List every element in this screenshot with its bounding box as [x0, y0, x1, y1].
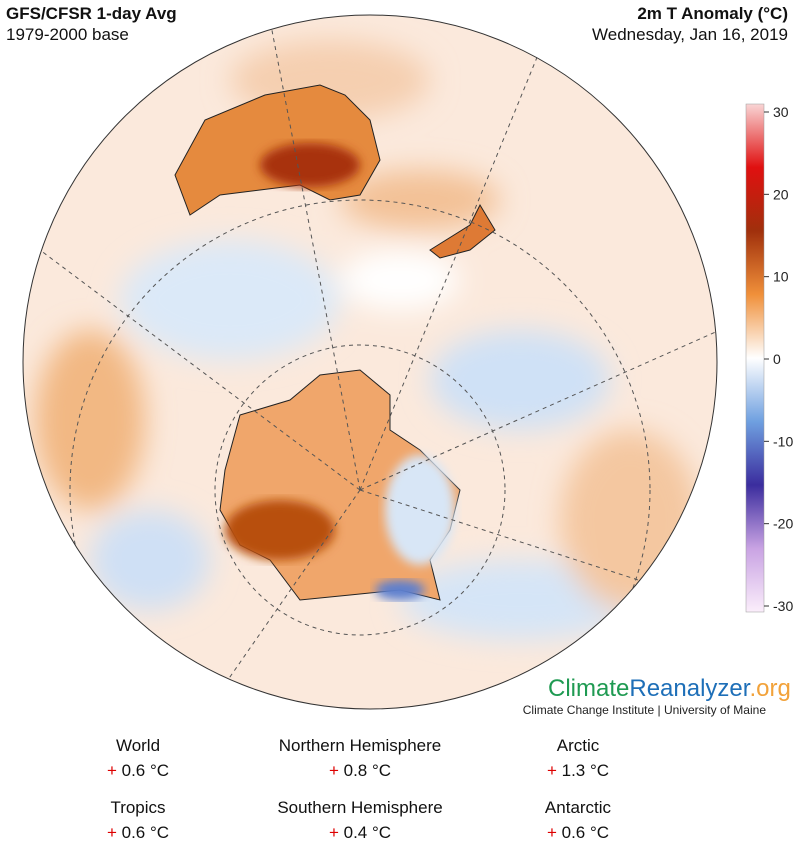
stat-region: Tropics	[110, 798, 166, 817]
stat: Tropics + 0.6 °C	[28, 798, 248, 846]
stat-value-row: + 1.3 °C	[468, 761, 688, 786]
globe	[23, 15, 717, 709]
variable: 2m T Anomaly (°C)	[637, 4, 788, 23]
stat-value: 0.6 °C	[121, 761, 170, 780]
stat: World + 0.6 °C	[28, 736, 248, 786]
stat-region-row: Northern Hemisphere	[250, 736, 470, 761]
stat-region-row: Antarctic	[468, 798, 688, 823]
stat-value: 0.6 °C	[121, 823, 170, 842]
stat-value: 1.3 °C	[561, 761, 610, 780]
colorbar-tick-label: 30	[773, 104, 789, 120]
stat-sign: +	[546, 761, 557, 780]
stat-region: World	[115, 736, 161, 755]
stat-value: 0.4 °C	[343, 823, 392, 842]
stat-sign: +	[328, 823, 339, 842]
stat-value-row: + 0.6 °C	[28, 761, 248, 786]
date: Wednesday, Jan 16, 2019	[592, 25, 788, 44]
stat-region-row: Tropics	[28, 798, 248, 823]
logo: ClimateReanalyzer.org	[548, 675, 791, 702]
stat-value-row: + 0.8 °C	[250, 761, 470, 786]
colorbar-tick-label: 0	[773, 351, 781, 367]
stat: Arctic + 1.3 °C	[468, 736, 688, 786]
map: ClimateReanalyzer.org Climate Change Ins…	[22, 14, 793, 717]
new-zealand	[429, 203, 496, 259]
colorbar-tick-label: -20	[773, 516, 793, 532]
stat-value: 0.6 °C	[561, 823, 610, 842]
stat: Northern Hemisphere + 0.8 °C	[250, 736, 470, 786]
colorbar-tick-label: 10	[773, 269, 789, 285]
stat-sign: +	[106, 823, 117, 842]
colorbar	[745, 103, 765, 613]
subtitle: 1979-2000 base	[6, 25, 129, 44]
stat-value-row: + 0.6 °C	[28, 823, 248, 846]
stat: Antarctic + 0.6 °C	[468, 798, 688, 846]
globe-outline	[22, 14, 718, 710]
stat-sign: +	[106, 761, 117, 780]
stat-value-row: + 0.6 °C	[468, 823, 688, 846]
colorbar-tick-label: -10	[773, 433, 793, 449]
stat-region: Southern Hemisphere	[277, 798, 443, 817]
stat-region: Antarctic	[544, 798, 612, 817]
stat-sign: +	[328, 761, 339, 780]
stat-region-row: World	[28, 736, 248, 761]
title: GFS/CFSR 1-day Avg	[6, 4, 177, 23]
stat-region: Northern Hemisphere	[278, 736, 442, 755]
colorbar-tick-label: 20	[773, 186, 789, 202]
stat-value-row: + 0.4 °C	[250, 823, 470, 846]
stat-sign: +	[546, 823, 557, 842]
stat: Southern Hemisphere + 0.4 °C	[250, 798, 470, 846]
colorbar-tick-label: -30	[773, 598, 793, 614]
logo-tagline: Climate Change Institute | University of…	[523, 703, 767, 717]
stat-value: 0.8 °C	[343, 761, 392, 780]
stat-region-row: Arctic	[468, 736, 688, 761]
stat-region: Arctic	[556, 736, 600, 755]
stat-region-row: Southern Hemisphere	[250, 798, 470, 823]
